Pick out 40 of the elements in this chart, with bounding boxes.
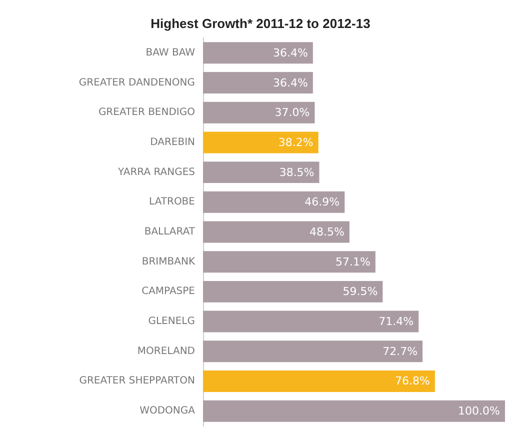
data-label: 36.4% [272,76,308,90]
bar [203,340,423,362]
bar [203,280,383,302]
bar [203,251,376,273]
bar [203,191,345,213]
y-tick-label: LATROBE [149,196,195,208]
data-label: 38.5% [279,166,314,179]
data-label: 72.7% [382,344,418,358]
bar [203,102,315,124]
chart-title: Highest Growth* 2011-12 to 2012-13 [150,16,370,31]
y-tick-label: BAW BAW [146,47,196,58]
y-tick-label: WODONGA [140,406,196,417]
bar [203,162,320,184]
bar [203,400,505,422]
data-label: 59.5% [342,285,378,298]
bar [203,42,313,64]
bar [203,310,419,332]
data-label: 38.2% [278,136,314,149]
y-tick-label: GREATER BENDIGO [98,107,196,118]
data-label: 76.8% [394,374,430,388]
y-tick-label: GREATER DANDENONG [78,77,195,88]
y-tick-label: BRIMBANK [142,256,196,268]
y-tick-label: DAREBIN [150,136,195,148]
data-label: 36.4% [272,46,308,60]
y-tick-label: YARRA RANGES [117,166,195,178]
bar [203,72,313,94]
data-label: 37.0% [274,106,310,120]
y-tick-label: CAMPASPE [142,286,195,298]
data-label: 48.5% [310,226,344,238]
y-tick-label: GLENELG [148,316,195,328]
data-label: 100.0% [458,404,500,418]
bar [203,221,350,243]
y-tick-label: BALLARAT [144,226,196,238]
y-tick-label: GREATER SHEPPARTON [79,376,195,387]
bar [203,132,318,154]
y-tick-label: MORELAND [137,346,196,357]
data-label: 46.9% [304,196,340,209]
data-label: 57.1% [335,255,370,268]
bar [203,370,435,392]
data-label: 71.4% [378,315,414,328]
